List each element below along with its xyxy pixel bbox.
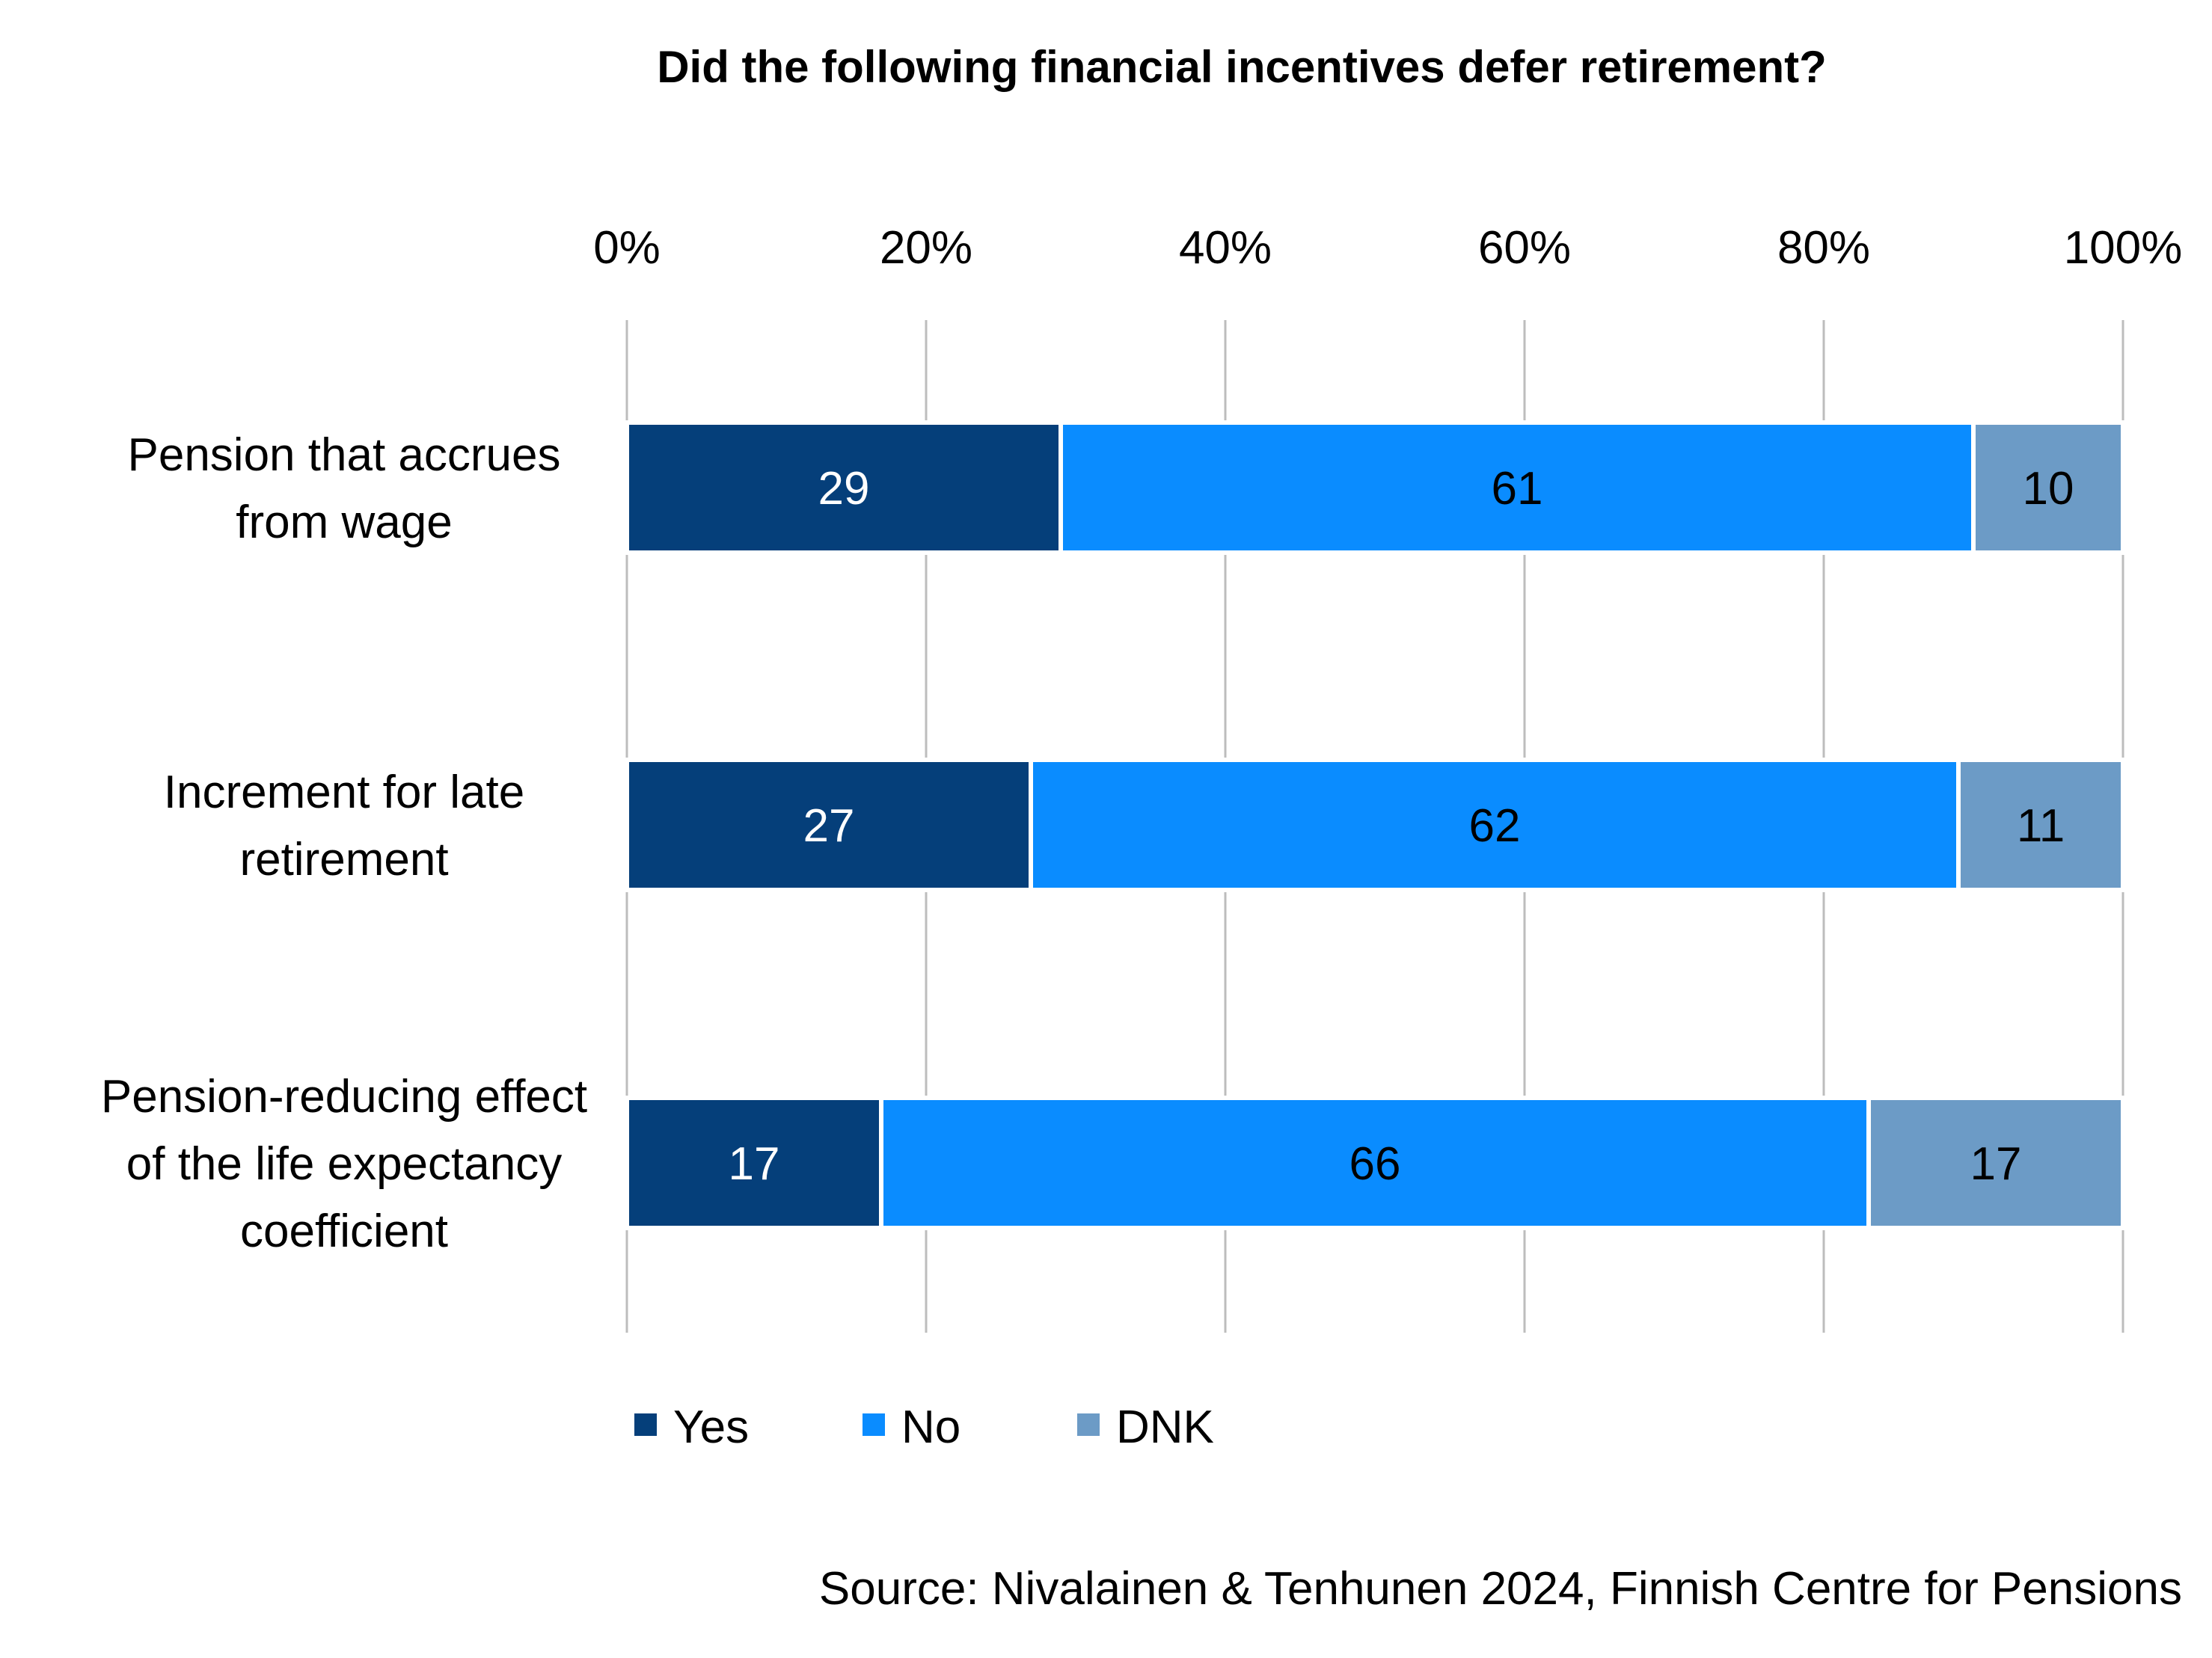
category-label-line: of the life expectancy: [126, 1138, 562, 1190]
category-label-line: coefficient: [240, 1206, 448, 1257]
chart-title: Did the following financial incentives d…: [657, 42, 1827, 92]
legend-swatch: [634, 1413, 657, 1436]
legend-swatch: [863, 1413, 885, 1436]
category-label-line: Pension that accrues: [127, 429, 560, 481]
category-label-line: Increment for late: [164, 767, 524, 818]
data-label: 66: [1349, 1138, 1401, 1190]
data-label: 10: [2023, 463, 2074, 515]
category-labels: Pension that accrues from wage Increment f…: [101, 429, 587, 1257]
bar-segment-dnk: [1866, 1096, 2125, 1230]
bar-segment-dnk: [1971, 420, 2125, 555]
bar-segment-no: [879, 1096, 1871, 1230]
bar-segment-dnk: [1956, 758, 2125, 892]
data-label: 27: [803, 800, 855, 852]
data-label: 62: [1469, 800, 1521, 852]
legend: Yes No DNK: [634, 1401, 1214, 1453]
data-label: 17: [729, 1138, 780, 1190]
category-label-line: from wage: [236, 497, 452, 548]
source-note: Source: Nivalainen & Tenhunen 2024, Finn…: [819, 1563, 2182, 1615]
bar-segment-no: [1029, 758, 1961, 892]
category-label: Pension that accrues from wage: [127, 429, 560, 548]
legend-label: Yes: [673, 1401, 749, 1453]
category-label-line: Pension-reducing effect: [101, 1071, 587, 1123]
x-axis-ticks: 0% 20% 40% 60% 80% 100%: [593, 222, 2182, 274]
bar-segment-yes: [625, 758, 1033, 892]
category-label: Increment for late retirement: [164, 767, 524, 885]
data-label: 61: [1492, 463, 1543, 515]
data-label: 29: [818, 463, 870, 515]
legend-item-no: No: [863, 1401, 961, 1453]
x-tick-label: 80%: [1777, 222, 1870, 274]
legend-item-dnk: DNK: [1077, 1401, 1214, 1453]
data-label: 17: [1970, 1138, 2022, 1190]
bars: 29 61 10 27 62 11 17 66 17: [625, 420, 2125, 1230]
x-tick-label: 60%: [1478, 222, 1571, 274]
legend-label: DNK: [1116, 1401, 1214, 1453]
category-label: Pension-reducing effect of the life expec…: [101, 1071, 587, 1257]
data-label: 11: [2017, 800, 2065, 852]
legend-label: No: [901, 1401, 961, 1453]
x-tick-label: 100%: [2064, 222, 2183, 274]
x-tick-label: 40%: [1179, 222, 1272, 274]
legend-item-yes: Yes: [634, 1401, 749, 1453]
x-tick-label: 20%: [880, 222, 972, 274]
legend-swatch: [1077, 1413, 1100, 1436]
bar-segment-yes: [625, 420, 1063, 555]
x-tick-label: 0%: [593, 222, 661, 274]
category-label-line: retirement: [239, 834, 448, 885]
bar-segment-yes: [625, 1096, 883, 1230]
